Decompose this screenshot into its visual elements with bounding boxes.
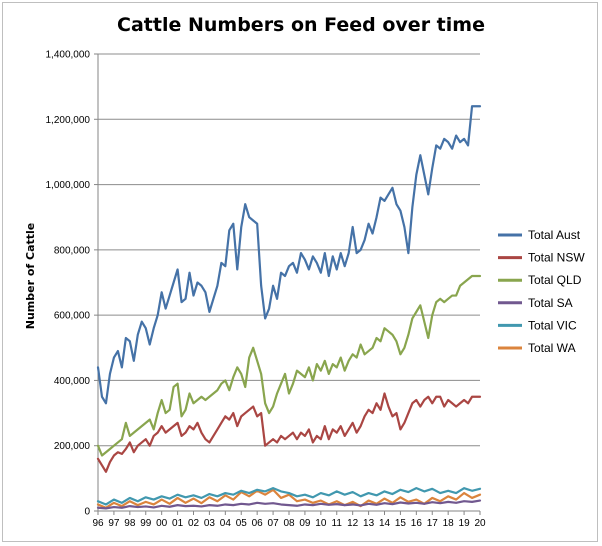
y-tick-label: 0 — [84, 507, 90, 518]
x-tick-labels: 96 97 98 99 00 01 02 03 04 05 06 07 08 09 10 11 12 13 14 15… — [92, 518, 486, 529]
legend-label-total-aust: Total Aust — [528, 228, 581, 242]
x-tick-label: 09 — [299, 518, 311, 529]
x-tick-label: 01 — [172, 518, 184, 529]
series-line-total-wa — [96, 488, 482, 509]
legend: Total Aust Total NSW Total QLD Total SA Tota… — [498, 228, 585, 355]
series-lines — [96, 105, 482, 510]
legend-label-total-vic: Total VIC — [528, 318, 577, 332]
x-tick-label: 03 — [204, 518, 216, 529]
legend-label-total-sa: Total SA — [528, 296, 573, 310]
series-line-total-nsw — [96, 392, 482, 473]
x-tick-label: 99 — [140, 518, 152, 529]
x-tick-label: 96 — [92, 518, 104, 529]
x-tick-label: 02 — [188, 518, 200, 529]
series-line-total-sa — [96, 499, 482, 510]
chart-title: Cattle Numbers on Feed over time — [117, 14, 485, 36]
x-tick-label: 12 — [347, 518, 359, 529]
legend-label-total-nsw: Total NSW — [528, 251, 585, 265]
x-tick-label: 16 — [411, 518, 423, 529]
x-tick-label: 11 — [332, 518, 343, 529]
x-tick-label: 20 — [474, 518, 486, 529]
x-tick-label: 18 — [443, 518, 455, 529]
y-tick-label: 800,000 — [54, 245, 91, 256]
x-tick-label: 19 — [459, 518, 471, 529]
y-tick-label: 1,200,000 — [46, 115, 91, 126]
series-line-total-vic — [96, 487, 482, 506]
gridlines — [94, 53, 480, 512]
x-tick-label: 14 — [379, 518, 391, 529]
x-tick-label: 15 — [395, 518, 407, 529]
x-tick-label: 17 — [427, 518, 439, 529]
series-line-total-aust — [96, 105, 482, 405]
y-axis-label: Number of Cattle — [24, 223, 37, 330]
x-tick-label: 05 — [236, 518, 248, 529]
x-tick-label: 10 — [315, 518, 327, 529]
x-tick-label: 13 — [363, 518, 375, 529]
x-tick-label: 04 — [220, 518, 232, 529]
y-tick-label: 200,000 — [54, 441, 91, 452]
x-tick-label: 08 — [283, 518, 295, 529]
x-tick-label: 07 — [268, 518, 280, 529]
legend-label-total-wa: Total WA — [528, 341, 576, 355]
x-tick-label: 06 — [252, 518, 264, 529]
series-line-total-qld — [96, 274, 482, 457]
axes — [97, 54, 481, 515]
x-tick-label: 97 — [108, 518, 120, 529]
legend-label-total-qld: Total QLD — [528, 273, 582, 287]
y-tick-label: 1,400,000 — [46, 50, 91, 61]
y-tick-labels: 0 200,000 400,000 600,000 800,000 1,000,000 1,… — [46, 50, 91, 518]
y-tick-label: 600,000 — [54, 311, 91, 322]
y-tick-label: 400,000 — [54, 376, 91, 387]
x-tick-label: 00 — [156, 518, 168, 529]
y-tick-label: 1,000,000 — [46, 180, 91, 191]
x-tick-label: 98 — [124, 518, 136, 529]
